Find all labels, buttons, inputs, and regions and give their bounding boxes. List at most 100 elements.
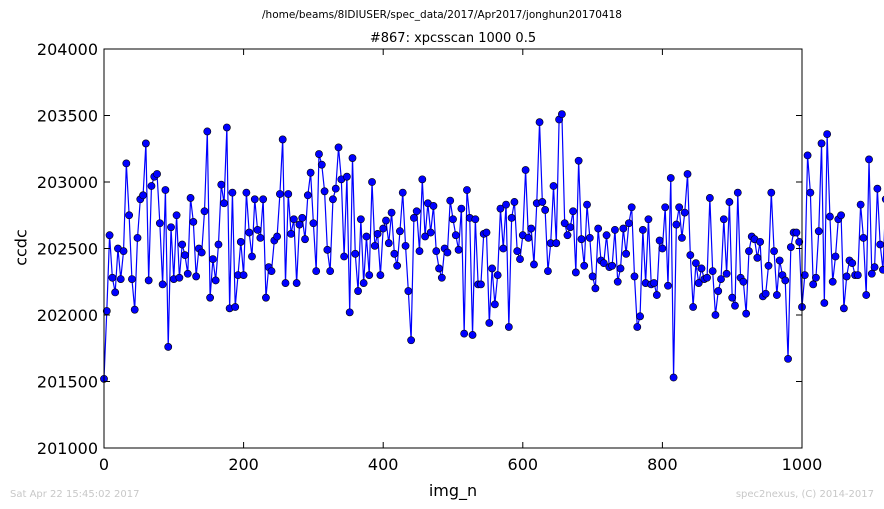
data-point — [181, 251, 189, 260]
data-point — [490, 300, 499, 309]
data-point — [362, 232, 371, 241]
data-point — [574, 156, 583, 165]
y-tick-label: 201000 — [37, 439, 98, 458]
x-tick-label: 600 — [508, 455, 539, 474]
data-point — [666, 174, 675, 182]
x-tick-label: 800 — [647, 455, 678, 474]
data-point — [742, 309, 751, 318]
data-point — [608, 261, 617, 270]
data-point — [689, 303, 698, 311]
data-point — [323, 245, 332, 254]
data-point — [342, 172, 351, 181]
data-point — [521, 166, 530, 174]
data-point — [599, 259, 608, 268]
data-point — [312, 267, 321, 276]
data-point — [803, 151, 812, 160]
data-point — [295, 220, 304, 229]
data-point — [116, 275, 125, 283]
data-point — [245, 228, 254, 237]
data-point — [161, 186, 170, 194]
data-point — [583, 200, 591, 209]
data-point — [560, 219, 569, 228]
data-point — [183, 269, 192, 278]
data-point — [686, 251, 695, 260]
data-point — [189, 217, 198, 226]
data-point — [278, 135, 287, 144]
data-point — [814, 227, 823, 236]
data-point — [437, 273, 446, 282]
data-point — [792, 228, 801, 237]
data-point — [733, 188, 742, 197]
axis-ticks: 0 200 400 600 800 1000 201000 201500 202000 20250… — [37, 40, 822, 474]
data-point — [287, 229, 295, 238]
data-point — [594, 224, 603, 233]
data-point — [105, 231, 114, 240]
data-point — [544, 267, 552, 276]
data-point — [443, 248, 452, 257]
y-tick-label: 202000 — [37, 306, 98, 325]
data-point — [549, 182, 558, 190]
data-point — [672, 220, 681, 229]
data-point — [577, 235, 586, 244]
x-axis-label: img_n — [428, 481, 478, 500]
data-point — [772, 291, 781, 299]
data-point — [239, 271, 248, 279]
data-point — [541, 206, 550, 214]
data-point — [655, 236, 664, 245]
data-point — [675, 203, 684, 212]
data-point — [289, 215, 298, 224]
data-point — [719, 215, 728, 224]
data-point — [669, 373, 678, 382]
data-point — [585, 233, 594, 242]
timestamp-label: Sat Apr 22 15:45:02 2017 — [10, 489, 140, 500]
data-point — [708, 267, 717, 276]
data-point — [284, 190, 293, 198]
data-point — [463, 186, 471, 194]
data-point — [764, 261, 773, 270]
data-point — [301, 235, 309, 244]
data-point — [206, 293, 214, 302]
data-point — [133, 233, 142, 242]
data-point — [826, 212, 834, 221]
data-point — [510, 198, 519, 206]
data-point — [591, 284, 600, 293]
data-point — [248, 252, 256, 261]
data-point — [351, 249, 360, 258]
data-point — [488, 264, 496, 273]
data-point — [566, 223, 575, 232]
y-tick-label: 203500 — [37, 107, 98, 126]
data-point — [334, 143, 343, 152]
data-point — [130, 305, 139, 314]
data-point — [711, 311, 720, 319]
data-point — [384, 239, 393, 248]
data-point — [407, 336, 416, 345]
data-point — [208, 255, 217, 264]
data-point — [267, 267, 276, 276]
credit-label: spec2nexus, (C) 2014-2017 — [735, 489, 874, 500]
data-point — [563, 231, 572, 240]
chart-marks — [100, 110, 884, 383]
data-point — [876, 240, 884, 249]
data-point — [862, 291, 871, 299]
data-point — [588, 272, 597, 281]
data-point — [200, 207, 209, 216]
data-point — [812, 273, 820, 282]
data-point — [879, 265, 884, 274]
data-point — [795, 237, 804, 246]
data-point — [775, 256, 784, 265]
data-point — [415, 247, 424, 256]
data-point — [172, 211, 181, 220]
data-point — [141, 139, 150, 148]
data-point — [538, 198, 547, 206]
data-point — [622, 249, 630, 258]
data-point — [329, 195, 337, 204]
data-point — [731, 301, 739, 310]
data-point — [823, 130, 832, 139]
figure-supertitle: /home/beams/8IDIUSER/spec_data/2017/Apr2… — [262, 9, 622, 21]
data-point — [678, 233, 686, 242]
x-tick-label: 1000 — [782, 455, 823, 474]
data-point — [485, 319, 494, 327]
data-point — [429, 202, 438, 210]
data-point — [842, 272, 851, 281]
